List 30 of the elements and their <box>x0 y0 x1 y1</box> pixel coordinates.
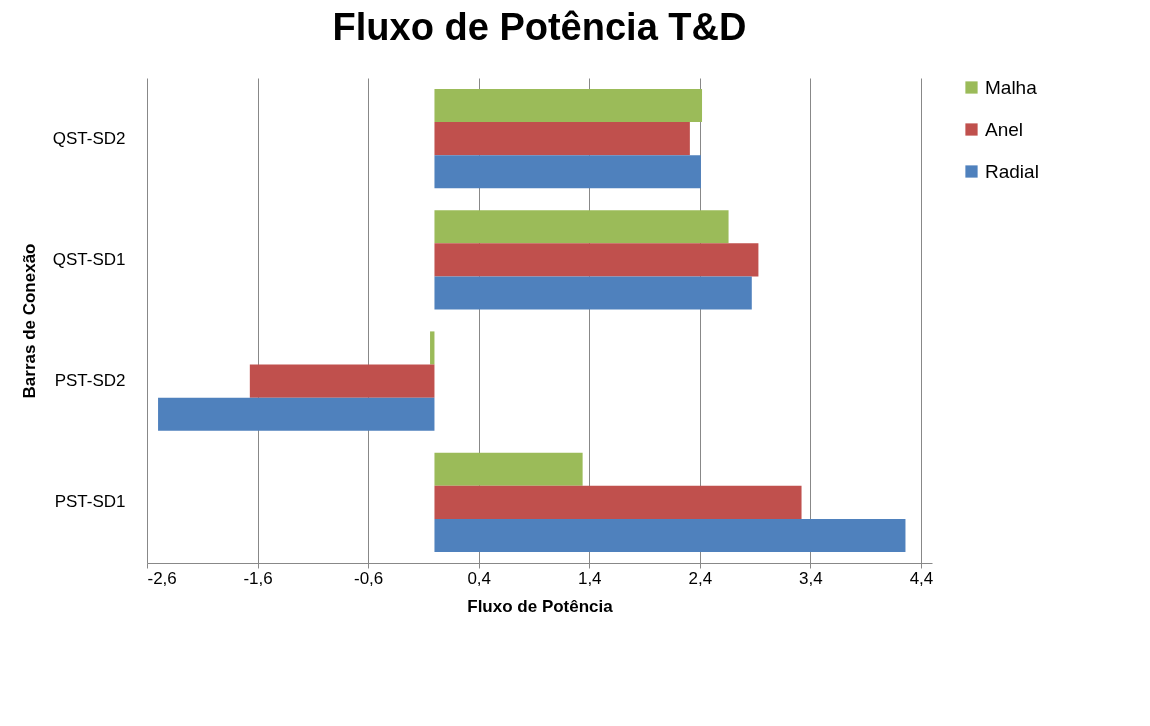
x-tick-label: 0,4 <box>467 568 492 588</box>
bar <box>434 452 583 486</box>
x-tick-label: 3,4 <box>799 568 823 588</box>
y-axis-title: Barras de Conexão <box>19 243 39 399</box>
legend-label: Radial <box>985 160 1039 182</box>
x-tick-label: -2,6 <box>147 568 177 588</box>
bar <box>430 331 435 365</box>
bar <box>434 88 703 123</box>
bar <box>434 210 729 244</box>
bar <box>434 485 802 519</box>
x-tick-label: 4,4 <box>909 568 934 588</box>
bar <box>249 364 435 398</box>
x-tick-label: -0,6 <box>353 568 384 588</box>
x-tick-label: 1,4 <box>577 568 602 588</box>
y-tick-label: PST-SD2 <box>54 371 126 391</box>
bar <box>434 518 906 553</box>
x-tick-label: -1,6 <box>243 568 273 588</box>
legend-label: Malha <box>985 76 1038 98</box>
legend-label: Anel <box>985 118 1024 140</box>
chart-title: Fluxo de Potência T&D <box>332 6 747 48</box>
bar <box>158 397 435 431</box>
y-tick-label: PST-SD1 <box>54 492 126 512</box>
y-tick-label: QST-SD2 <box>52 128 126 148</box>
bar <box>434 276 752 310</box>
y-tick-label: QST-SD1 <box>52 249 126 269</box>
x-tick-label: 2,4 <box>688 568 713 588</box>
bar <box>434 243 759 277</box>
bar <box>434 122 690 156</box>
bar <box>434 155 701 189</box>
x-axis-title: Fluxo de Potência <box>467 596 614 616</box>
